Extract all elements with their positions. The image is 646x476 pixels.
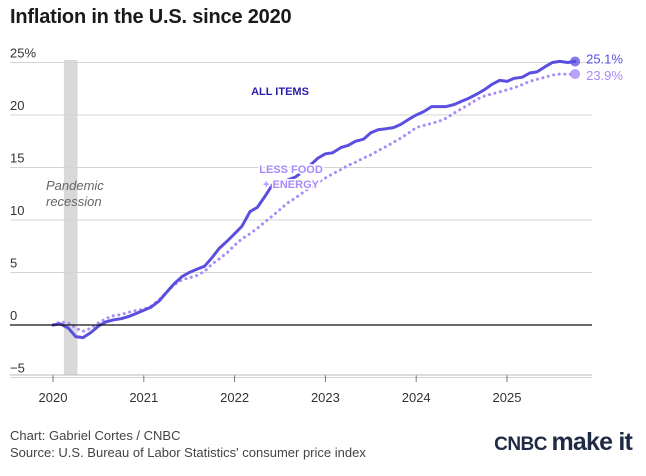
- x-tick-label: 2025: [493, 390, 522, 405]
- y-tick-label: 5: [10, 256, 17, 271]
- y-tick-label: 0: [10, 308, 17, 323]
- series-label-less-food-energy-line2: + ENERGY: [263, 179, 320, 191]
- brand-cnbc: CNBC: [494, 434, 547, 455]
- end-point-all-items: [570, 56, 581, 67]
- chart-title: Inflation in the U.S. since 2020: [10, 6, 292, 28]
- y-tick-label: 25%: [10, 46, 36, 61]
- recession-label-line2: recession: [46, 194, 102, 209]
- y-tick-label: 15: [10, 151, 24, 166]
- recession-label-line1: Pandemic: [46, 178, 104, 193]
- series-label-less-food-energy-line1: LESS FOOD: [259, 164, 323, 176]
- x-tick-label: 2023: [311, 390, 340, 405]
- end-label-less-food-energy: 23.9%: [586, 68, 623, 83]
- y-tick-label: 10: [10, 203, 24, 218]
- end-label-all-items: 25.1%: [586, 51, 623, 66]
- recession-shading: [63, 60, 78, 375]
- end-point-less-food-energy: [570, 69, 581, 80]
- y-tick-label: 20: [10, 98, 24, 113]
- series-line-less-food-energy: [51, 72, 577, 333]
- x-tick-label: 2020: [39, 390, 68, 405]
- y-tick-label: −5: [10, 361, 25, 376]
- brand-make-it: make it: [551, 428, 632, 456]
- series-line-all-items: [51, 59, 577, 340]
- x-tick-label: 2024: [402, 390, 431, 405]
- chart-credit: Chart: Gabriel Cortes / CNBC: [10, 428, 181, 443]
- x-tick-label: 2022: [220, 390, 249, 405]
- series-label-all-items: ALL ITEMS: [251, 86, 309, 98]
- chart-source: Source: U.S. Bureau of Labor Statistics'…: [10, 445, 366, 460]
- cnbc-make-it-logo: CNBC make it: [494, 428, 633, 457]
- x-tick-label: 2021: [129, 390, 158, 405]
